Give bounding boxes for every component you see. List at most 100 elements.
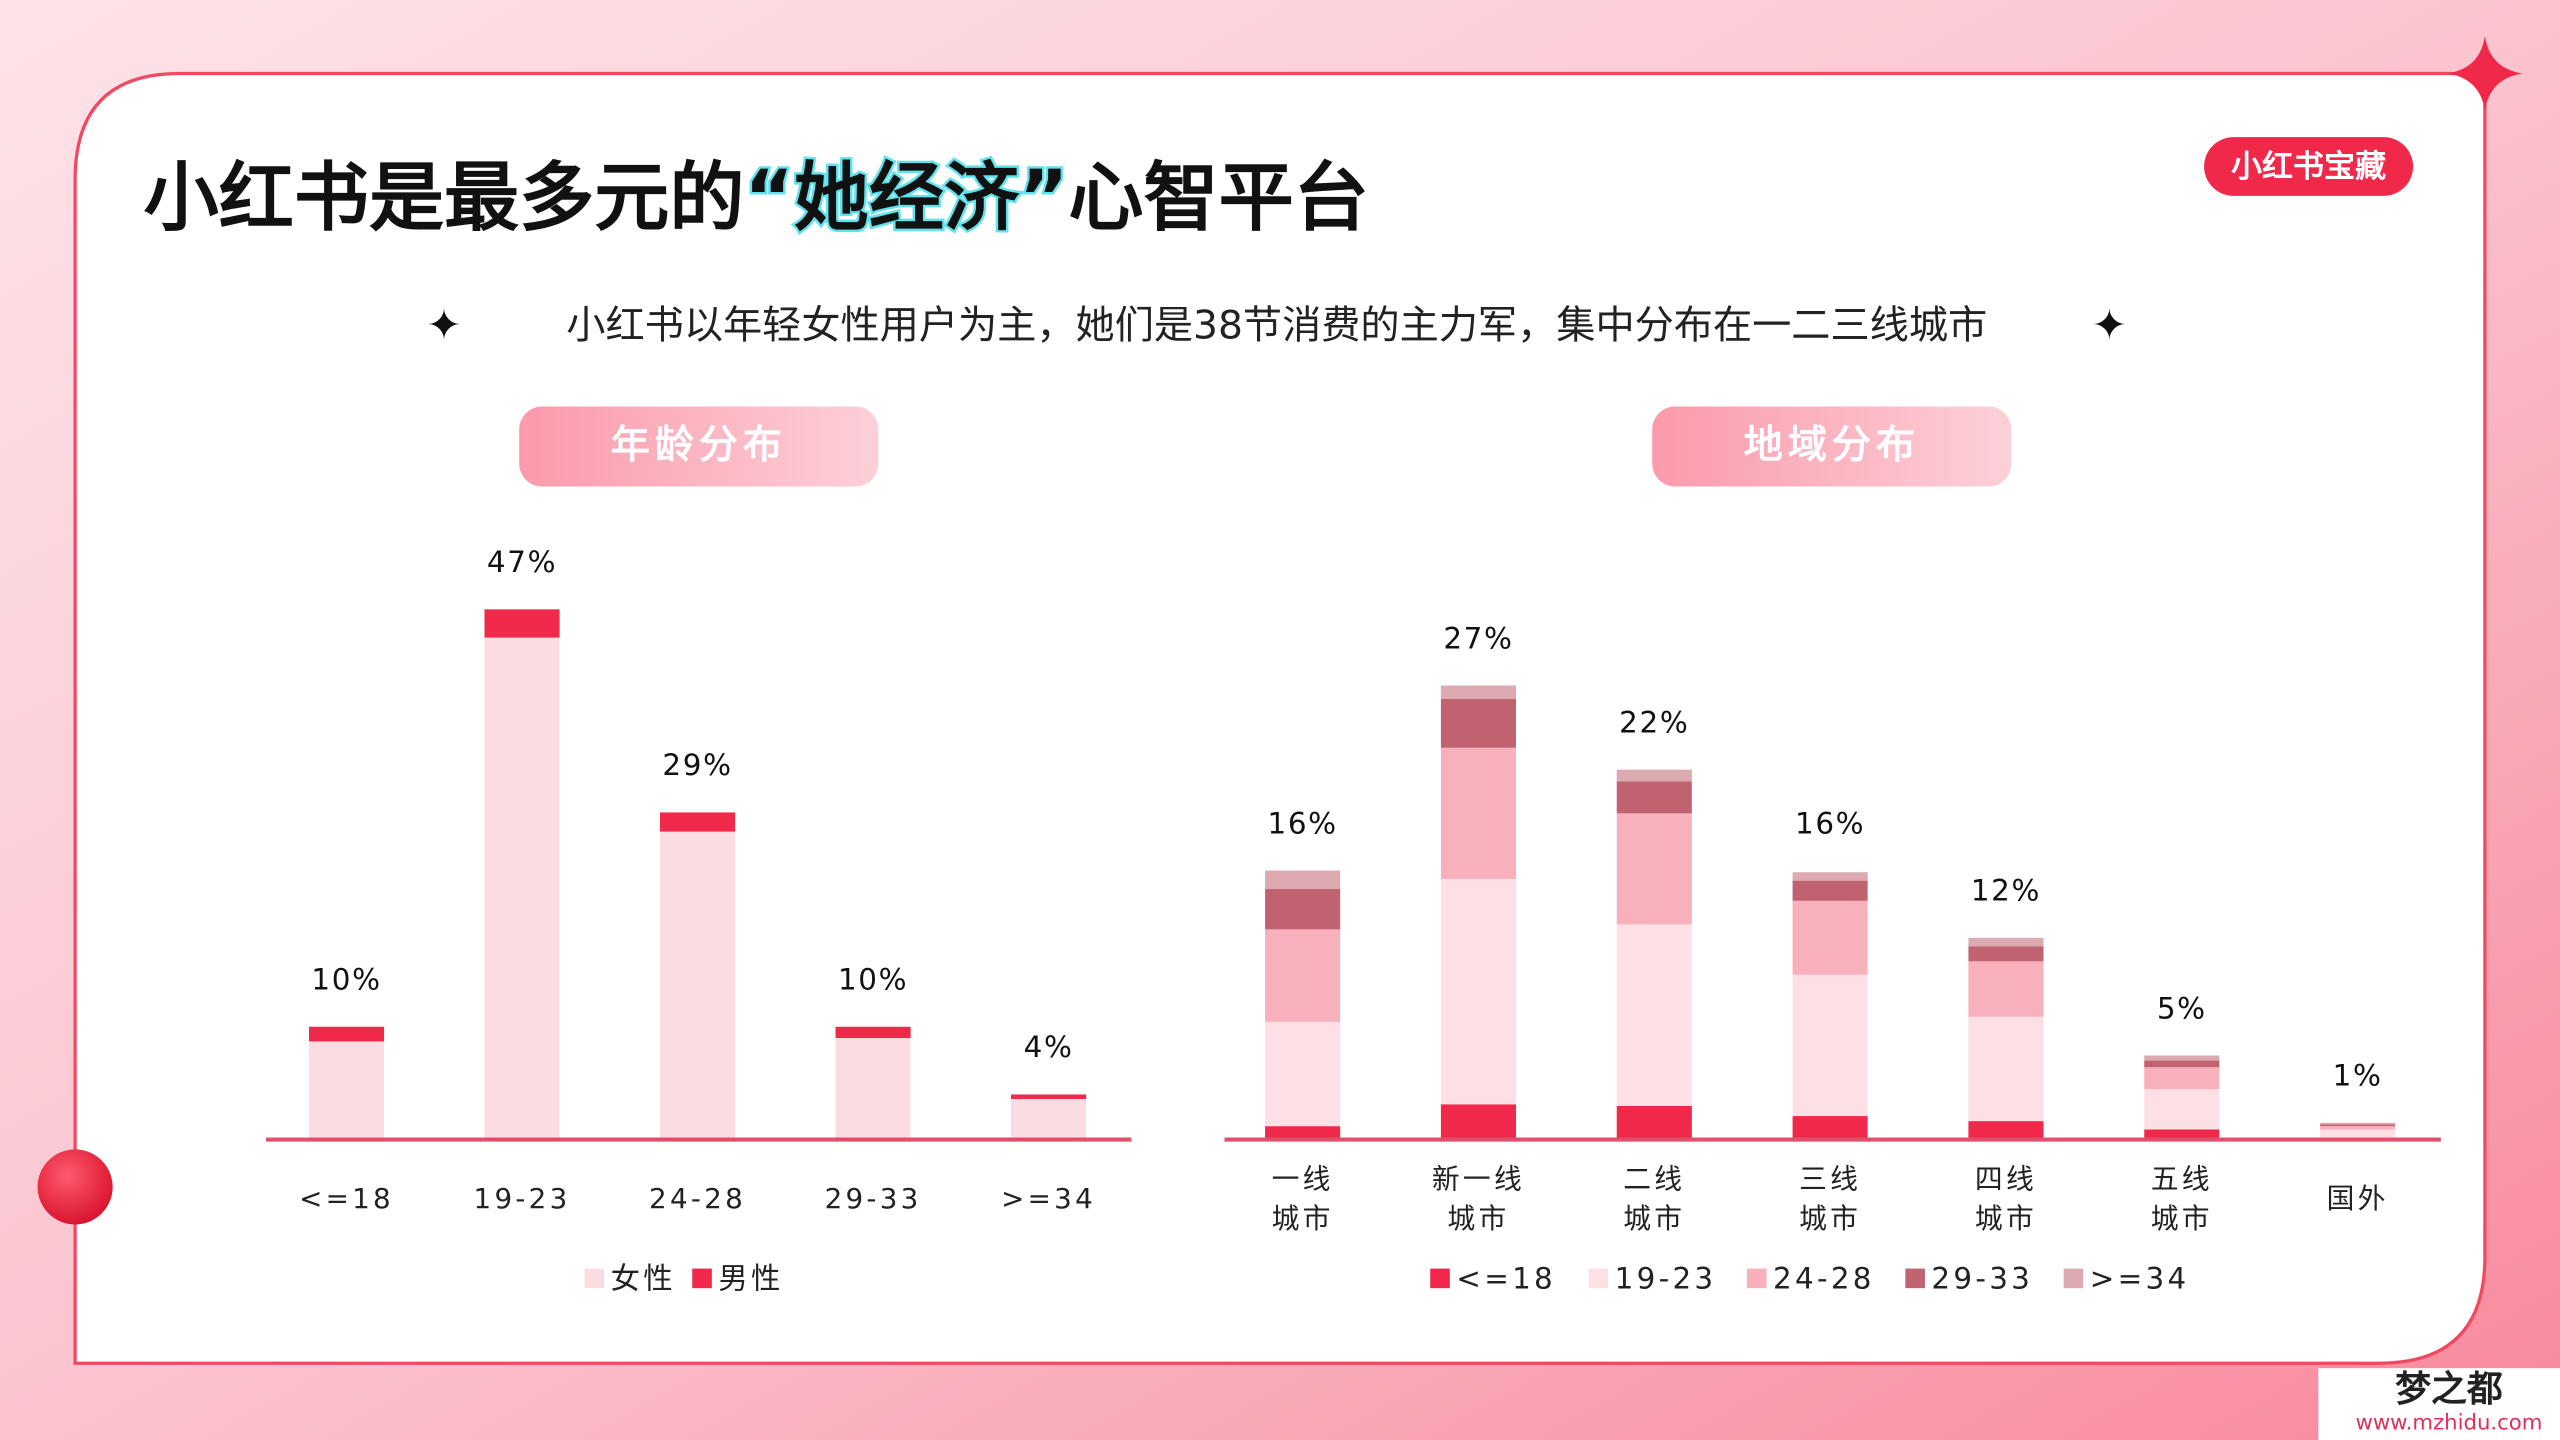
legend-swatch [2063,1268,2084,1289]
bar-segment [1968,961,2044,1017]
bar-segment [1011,1098,1087,1140]
x-tick-label-box: 四线 城市 [1974,1164,2037,1236]
section-pill [1652,406,2012,487]
x-tick-label-box: 国外 [2326,1183,2389,1217]
legend-label: 19-23 [1615,1261,1717,1295]
legend-swatch [1746,1268,1767,1289]
x-tick-label: 一线 城市 [1271,1164,1334,1236]
x-tick-label: 二线 城市 [1623,1164,1686,1236]
x-tick-label-box: 19-23 [473,1183,571,1217]
bar-segment [1440,1104,1516,1140]
x-tick-label-box: 三线 城市 [1799,1164,1862,1236]
bar-segment [1616,781,1692,814]
title-highlight: “她经济” [744,153,1068,241]
x-tick-label: 五线 城市 [2150,1164,2213,1236]
x-tick-label: 24-28 [649,1183,747,1217]
bar-segment [1616,1105,1692,1140]
x-tick-label: 国外 [2326,1183,2389,1217]
bar-segment [1968,1016,2044,1122]
total-label: 10% [838,963,908,997]
watermark-box [2318,1368,2560,1440]
bar-segment [484,637,560,1140]
bar-segment [1968,1121,2044,1140]
legend-swatch [1905,1268,1925,1289]
legend-label: <=18 [1456,1261,1556,1295]
legend-label: 29-33 [1931,1261,2033,1295]
x-tick-label-box: 新一线 城市 [1432,1164,1522,1236]
title: 小红书是最多元的“她经济”心智平台 [144,153,1369,241]
bar-segment [1265,1126,1341,1140]
bar-segment [1265,889,1341,930]
bar-segment [2144,1055,2220,1061]
total-label: 29% [662,748,732,782]
bar-segment [1792,900,1868,975]
legend-swatch [1430,1268,1450,1289]
bar-segment [2144,1067,2220,1090]
total-label: 1% [2333,1059,2383,1093]
total-label: 12% [1971,874,2041,908]
bar-segment [835,1038,911,1140]
x-tick-label: 19-23 [473,1183,571,1217]
x-tick-label: 29-33 [824,1183,922,1217]
title-part: 心智平台 [1068,153,1368,241]
badge-text: 小红书宝藏 [2231,149,2386,185]
bar-segment [1265,870,1341,890]
bar-segment [1616,924,1692,1106]
total-label: 16% [1268,806,1338,840]
legend-swatch [1588,1268,1609,1289]
watermark-name: 梦之都 [2395,1369,2503,1410]
section-title: 地域分布 [1744,423,1920,468]
legend-label: >=34 [2090,1261,2190,1295]
total-label: 4% [1024,1030,1074,1064]
subtitle: 小红书以年轻女性用户为主，她们是38节消费的主力军，集中分布在一二三线城市 [566,304,1987,349]
total-label: 47% [487,545,557,579]
bar-segment [1440,699,1516,748]
badge [2204,137,2414,196]
total-label: 16% [1795,806,1865,840]
sparkle: ✦ [426,302,462,351]
bar-segment [1792,974,1868,1117]
legend-label: 女性 [611,1261,676,1295]
x-tick-label-box: >=34 [1001,1183,1097,1217]
bar-segment [1968,937,2044,947]
legend-label: 男性 [718,1261,783,1295]
decor-ball [37,1149,113,1225]
x-tick-label-box: 24-28 [649,1183,747,1217]
bar-segment [1011,1094,1087,1099]
total-label: 27% [1443,621,1513,655]
x-tick-label-box: 五线 城市 [2150,1164,2213,1236]
bar-segment [1265,1021,1341,1127]
bar-segment [484,609,560,638]
legend-swatch [692,1268,712,1289]
watermark-url: www.mzhidu.com [2355,1411,2542,1436]
bar-segment [1616,769,1692,782]
bar-segment [2320,1122,2396,1125]
total-label: 5% [2157,991,2207,1025]
bar-segment [1792,1116,1868,1140]
bar-segment [2320,1124,2396,1127]
total-label: 22% [1619,705,1689,739]
x-tick-label-box: <=18 [299,1183,394,1217]
x-tick-label: 四线 城市 [1974,1164,2037,1236]
x-tick-label: >=34 [1001,1183,1097,1217]
bar-segment [2144,1060,2220,1068]
decor-star [2447,35,2523,112]
sparkle: ✦ [2092,302,2128,351]
bar-segment [1616,813,1692,925]
bar-segment [1440,878,1516,1105]
x-tick-label: <=18 [299,1183,394,1217]
x-tick-label-box: 一线 城市 [1271,1164,1334,1236]
bar-segment [308,1041,385,1140]
bar-segment [2320,1126,2396,1130]
bar-segment [1440,685,1516,700]
bar-segment [2144,1129,2220,1140]
x-tick-label: 三线 城市 [1799,1164,1862,1236]
bar-segment [2320,1129,2396,1138]
legend-swatch [584,1268,605,1289]
section-pill [519,406,879,487]
total-label: 10% [311,963,381,997]
bar-segment [835,1026,911,1039]
x-tick-label-box: 二线 城市 [1623,1164,1686,1236]
